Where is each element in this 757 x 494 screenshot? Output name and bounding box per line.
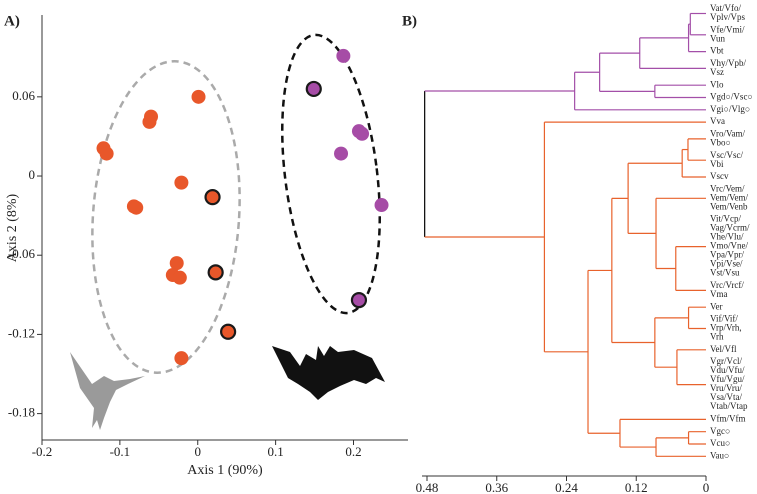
point (142, 114, 157, 129)
leaf-label: Vit/Vcp/ (710, 214, 741, 224)
leaf-label: Vpa/Vpr/ (710, 250, 744, 260)
leaf-label: Vdu/Vfu/ (710, 365, 745, 375)
panel-label: B) (402, 13, 417, 29)
group-ellipse (281, 33, 381, 315)
leaf-label: Vrh (710, 332, 724, 342)
bat-icon (272, 346, 385, 400)
leaf-label: Vbt (710, 46, 724, 56)
leaf-label: Vem/Venb (710, 201, 748, 211)
point (374, 198, 389, 213)
point (334, 146, 349, 161)
leaf-label: Vva (710, 116, 725, 126)
point (355, 126, 370, 141)
leaf-label: Vcu○ (710, 438, 730, 448)
leaf-label: Vag/Vcrm/ (710, 223, 750, 233)
group-ellipse (91, 60, 241, 374)
leaf-label: Vrc/Vem/ (710, 183, 745, 193)
leaf-label: Ver (710, 301, 723, 311)
hummingbird-icon (70, 352, 145, 430)
leaf-label: Vgc○ (710, 426, 730, 436)
leaf-label: Vbi (710, 159, 724, 169)
leaf-label: Vsc/Vsc/ (710, 150, 743, 160)
x-tick-label: 0.2 (345, 444, 361, 459)
leaf-label: Vun (710, 33, 725, 43)
y-tick-label: 0.06 (12, 88, 35, 103)
leaf-label: Vif/Vif/ (710, 314, 738, 324)
y-axis-label: Axis 2 (8%) (5, 193, 20, 262)
point (191, 89, 206, 104)
point (336, 48, 351, 63)
leaf-label: Vel/Vfl (710, 344, 737, 354)
x-tick-label: -0.2 (32, 444, 53, 459)
leaf-label: Vgi○/Vlg○ (710, 104, 750, 114)
y-tick-label: -0.18 (8, 405, 35, 420)
point (169, 256, 184, 271)
leaf-label: Vgr/Vcl/ (710, 356, 742, 366)
x-tick-label: 0.36 (485, 480, 508, 494)
leaf-label: Vhe/Vlu/ (710, 232, 744, 242)
leaf-label: Vru/Vru/ (710, 383, 742, 393)
x-tick-label: 0.1 (267, 444, 283, 459)
leaf-label: Vscv (710, 171, 729, 181)
point (174, 351, 189, 366)
x-tick-label: 0.48 (416, 480, 439, 494)
point (204, 189, 221, 206)
y-tick-label: -0.06 (8, 246, 36, 261)
leaf-label: Vsz (710, 67, 724, 77)
panel-label: A) (4, 13, 20, 29)
point (172, 270, 187, 285)
point (305, 80, 322, 98)
leaf-label: Vrc/Vrcf/ (710, 280, 744, 290)
point (174, 175, 189, 190)
leaf-label: Vro/Vam/ (710, 128, 745, 138)
point (220, 323, 237, 340)
leaf-label: Vma (710, 289, 728, 299)
leaf-label: Vrp/Vrh, (710, 323, 742, 333)
point (99, 146, 114, 161)
y-tick-label: 0 (29, 167, 36, 182)
leaf-label: Vfm/Vfm (710, 413, 746, 423)
leaf-label: Vem/Vem/ (710, 192, 748, 202)
point (207, 264, 224, 281)
leaf-label: Vpi/Vse/ (710, 259, 743, 269)
x-tick-label: 0.24 (555, 480, 578, 494)
leaf-label: Vsa/Vta/ (710, 392, 742, 402)
leaf-label: Vgd○/Vsc○ (710, 92, 753, 102)
leaf-label: Vbo○ (710, 137, 731, 147)
point (129, 200, 144, 215)
x-tick-label: 0.12 (625, 480, 648, 494)
leaf-label: Vtab/Vtap (710, 401, 748, 411)
leaf-label: Vfu/Vgu/ (710, 374, 745, 384)
leaf-label: Vmo/Vne/ (710, 241, 748, 251)
point (350, 291, 368, 309)
leaf-label: Vau○ (710, 450, 729, 460)
y-tick-label: -0.12 (8, 325, 35, 340)
leaf-label: Vat/Vfo/ (710, 3, 741, 13)
x-tick-label: 0 (194, 444, 201, 459)
leaf-label: Vplv/Vps (710, 12, 746, 22)
leaf-label: Vlo (710, 79, 724, 89)
x-axis-label: Axis 1 (90%) (187, 463, 263, 478)
leaf-label: Vfe/Vmi/ (710, 24, 745, 34)
x-tick-label: -0.1 (110, 444, 131, 459)
leaf-label: Vhy/Vpb/ (710, 58, 746, 68)
x-tick-label: 0 (703, 480, 710, 494)
leaf-label: Vst/Vsu (710, 268, 740, 278)
